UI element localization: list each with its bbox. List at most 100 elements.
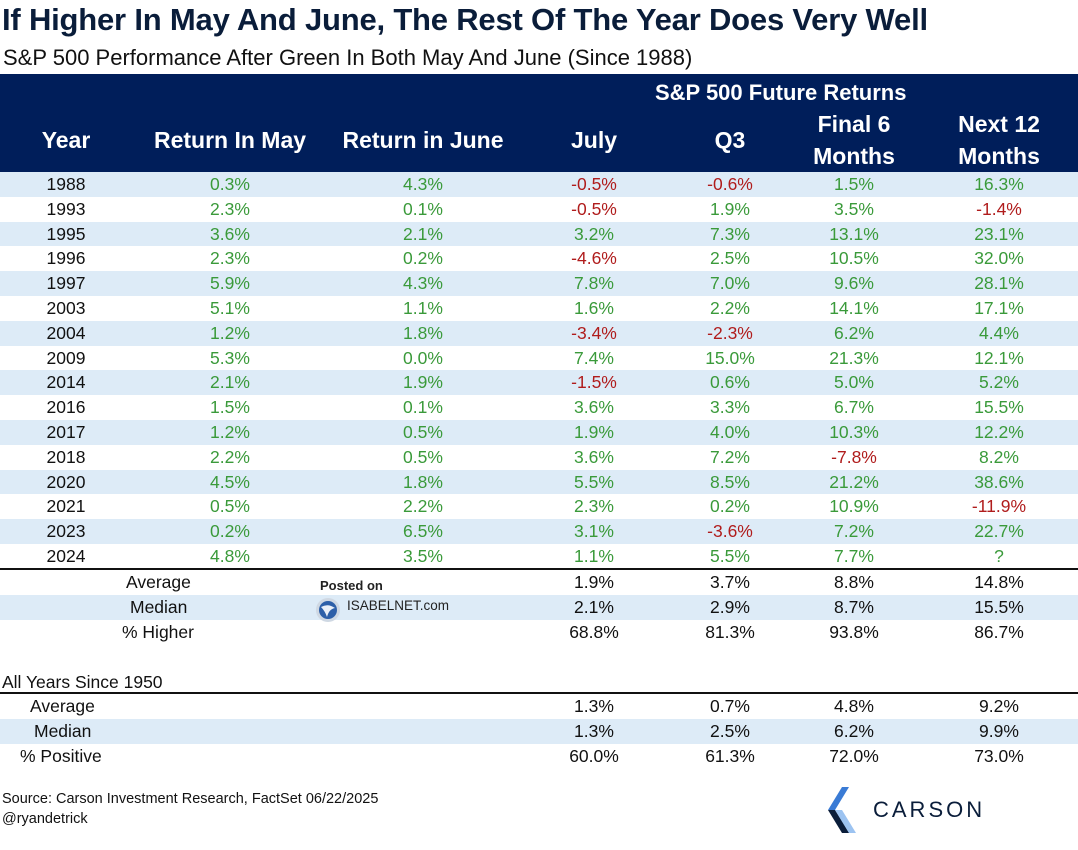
cell-q3: 7.3%	[710, 223, 750, 244]
watermark-posted-on: Posted on	[320, 578, 383, 593]
cell-may: 4.8%	[210, 546, 250, 566]
cell-may: 0.3%	[210, 174, 250, 194]
cell-june: 0.1%	[403, 397, 443, 418]
isabelnet-logo-icon	[316, 598, 340, 622]
cell-next12: 17.1%	[974, 298, 1024, 318]
cell-q3: -0.6%	[707, 174, 753, 194]
cell-final6: 10.5%	[829, 248, 879, 269]
cell-june: 0.5%	[403, 446, 443, 467]
header-june: Return in June	[342, 127, 504, 153]
cell-july: 3.1%	[574, 521, 614, 542]
cell-q3: 3.3%	[710, 397, 750, 418]
cell-year: 1996	[46, 248, 86, 269]
cell-year: 2021	[46, 496, 86, 517]
cell-july: 3.2%	[574, 223, 614, 244]
cell-q3: -3.6%	[707, 521, 753, 542]
summary-row: Median 2.1% 2.9% 8.7% 15.5%	[0, 594, 1078, 620]
cell-june: 4.3%	[403, 174, 443, 194]
cell-next12: 4.4%	[979, 322, 1019, 343]
summary-label: % Positive	[20, 745, 102, 766]
table-row: 2017 1.2% 0.5% 1.9% 4.0% 10.3% 12.2%	[0, 420, 1078, 445]
header-next12: Next 12 Months	[958, 111, 1040, 169]
cell-q3: 2.5%	[710, 248, 750, 269]
author-handle: @ryandetrick	[2, 811, 88, 827]
carson-logo-text: CARSON	[873, 797, 986, 822]
cell-may: 1.2%	[210, 422, 250, 442]
cell-final6: -7.8%	[831, 446, 877, 467]
cell-july: 2.3%	[574, 496, 614, 517]
cell-final6: 10.9%	[829, 496, 879, 517]
cell-year: 2024	[46, 546, 86, 566]
cell-q3: 7.0%	[710, 273, 750, 294]
summary-label: Average	[30, 696, 95, 716]
summary-cell-final6: 8.7%	[834, 596, 874, 617]
cell-may: 1.5%	[210, 397, 250, 418]
cell-may: 5.9%	[210, 273, 250, 294]
cell-year: 2017	[46, 422, 86, 442]
cell-year: 2014	[46, 372, 86, 393]
cell-july: 1.6%	[574, 298, 614, 318]
cell-year: 1995	[46, 223, 86, 244]
cell-may: 2.3%	[210, 198, 250, 219]
cell-july: -3.4%	[571, 322, 617, 343]
cell-july: 1.1%	[574, 546, 614, 566]
cell-q3: 7.2%	[710, 446, 750, 467]
summary-cell-july: 68.8%	[569, 621, 619, 642]
cell-final6: 7.7%	[834, 546, 874, 566]
cell-july: 5.5%	[574, 471, 614, 492]
cell-year: 2004	[46, 322, 86, 343]
cell-final6: 5.0%	[834, 372, 874, 393]
cell-next12: ?	[994, 546, 1004, 566]
summary-cell-july: 1.3%	[574, 720, 614, 741]
cell-july: 1.9%	[574, 422, 614, 442]
cell-june: 1.8%	[403, 471, 443, 492]
summary-cell-final6: 4.8%	[834, 696, 874, 716]
all-years-label: All Years Since 1950	[2, 672, 163, 692]
table-row: 2014 2.1% 1.9% -1.5% 0.6% 5.0% 5.2%	[0, 370, 1078, 396]
cell-final6: 10.3%	[829, 422, 879, 442]
cell-may: 1.2%	[210, 322, 250, 343]
cell-year: 2003	[46, 298, 86, 318]
cell-july: -1.5%	[571, 372, 617, 393]
cell-final6: 13.1%	[829, 223, 879, 244]
cell-july: 7.8%	[574, 273, 614, 294]
summary-cell-next12: 86.7%	[974, 621, 1024, 642]
cell-final6: 21.2%	[829, 471, 879, 492]
cell-next12: -1.4%	[976, 198, 1022, 219]
header-group-label: S&P 500 Future Returns	[655, 80, 907, 105]
cell-year: 2009	[46, 347, 86, 368]
cell-june: 2.2%	[403, 496, 443, 517]
table-row: 2003 5.1% 1.1% 1.6% 2.2% 14.1% 17.1%	[0, 296, 1078, 321]
cell-may: 3.6%	[210, 223, 250, 244]
summary-label: Median	[34, 720, 92, 741]
summary-row: % Higher 68.8% 81.3% 93.8% 86.7%	[0, 620, 1078, 645]
cell-next12: 38.6%	[974, 471, 1024, 492]
cell-may: 4.5%	[210, 471, 250, 492]
watermark-site: ISABELNET.com	[347, 598, 450, 613]
summary-cell-july: 1.3%	[574, 696, 614, 716]
cell-next12: 12.2%	[974, 422, 1024, 442]
cell-june: 0.1%	[403, 198, 443, 219]
cell-next12: 28.1%	[974, 273, 1024, 294]
table-row: 1995 3.6% 2.1% 3.2% 7.3% 13.1% 23.1%	[0, 221, 1078, 247]
cell-q3: 0.6%	[710, 372, 750, 393]
summary-cell-july: 60.0%	[569, 745, 619, 766]
cell-may: 5.3%	[210, 347, 250, 368]
cell-final6: 14.1%	[829, 298, 879, 318]
header-final6: Final 6 Months	[813, 111, 895, 169]
cell-may: 0.2%	[210, 521, 250, 542]
cell-final6: 9.6%	[834, 273, 874, 294]
summary-label: Average	[126, 572, 191, 592]
cell-year: 1993	[46, 198, 86, 219]
summary-cell-q3: 61.3%	[705, 745, 755, 766]
cell-next12: 5.2%	[979, 372, 1019, 393]
summary-cell-q3: 3.7%	[710, 572, 750, 592]
cell-july: -4.6%	[571, 248, 617, 269]
summary-cell-next12: 9.2%	[979, 696, 1019, 716]
table-row: 2023 0.2% 6.5% 3.1% -3.6% 7.2% 22.7%	[0, 519, 1078, 544]
summary-cell-next12: 73.0%	[974, 745, 1024, 766]
cell-june: 1.9%	[403, 372, 443, 393]
table-row: 2018 2.2% 0.5% 3.6% 7.2% -7.8% 8.2%	[0, 445, 1078, 470]
header-may: Return In May	[153, 127, 307, 153]
cell-year: 1988	[46, 174, 86, 194]
